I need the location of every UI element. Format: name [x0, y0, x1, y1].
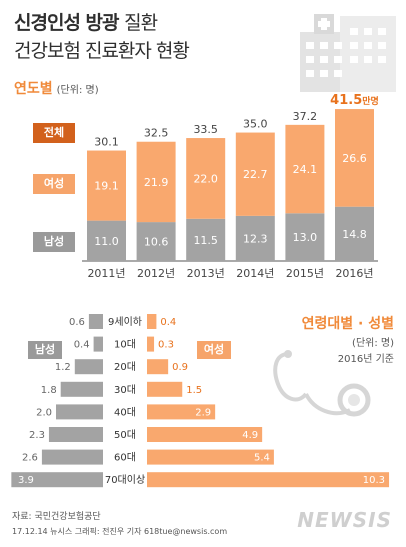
label-age-female-4: 2.9: [195, 407, 211, 418]
section-yearly-label: 연도별: [14, 81, 53, 97]
bar-female-4: [285, 124, 325, 214]
yearly-unit: (단위: 명): [56, 85, 99, 96]
label-age-male-6: 2.6: [22, 453, 38, 464]
bar-male-4: [285, 213, 325, 261]
label-male-1: 10.6: [144, 236, 169, 249]
newsis-logo: NEWSIS: [297, 508, 392, 532]
bar-age-male-1: [93, 336, 103, 352]
page-subtitle: 건강보험 진료환자 현황: [14, 40, 190, 62]
label-total-4: 37.2: [293, 110, 318, 123]
label-age-male-3: 1.8: [41, 385, 57, 396]
bar-age-female-1: [147, 336, 155, 352]
label-age-male-2: 1.2: [55, 362, 71, 373]
label-age-female-6: 5.4: [254, 453, 270, 464]
label-male-2: 11.5: [193, 234, 218, 247]
section-yearly-title: 연도별 (단위: 명): [14, 78, 99, 98]
category-label-2: 20대: [114, 361, 136, 373]
tick-label-2: 2013년: [187, 267, 225, 280]
bar-male-5: [335, 206, 374, 261]
category-label-7: 70대이상: [105, 474, 145, 486]
age-unit: (단위: 명): [352, 338, 394, 349]
bar-female-2: [186, 138, 226, 219]
bar-female-1: [136, 141, 176, 223]
label-total-1: 32.5: [144, 127, 169, 140]
bar-male-0: [87, 220, 126, 261]
label-age-female-1: 0.3: [158, 340, 174, 351]
bar-age-male-7: [11, 472, 104, 488]
bar-age-male-0: [88, 314, 103, 329]
bar-female-0: [87, 150, 126, 221]
label-age-female-3: 1.5: [186, 385, 202, 396]
label-age-male-5: 2.3: [29, 430, 45, 441]
category-label-0: 9세이하: [108, 315, 142, 328]
label-age-male-4: 2.0: [36, 407, 52, 418]
label-total-0: 30.1: [94, 136, 119, 149]
title-bold: 신경인성 방광: [14, 12, 119, 34]
bar-age-male-3: [60, 381, 103, 397]
category-label-3: 30대: [114, 384, 136, 396]
label-male-5: 14.8: [342, 228, 367, 241]
title-rest: 질환: [124, 12, 158, 34]
bar-female-3: [235, 132, 275, 216]
source-text: 자료: 국민건강보험공단: [12, 512, 101, 522]
label-total-suffix: 만명: [362, 95, 379, 107]
bar-age-female-4: [147, 404, 216, 420]
tick-label-4: 2015년: [286, 267, 324, 280]
page-title: 신경인성 방광 질환: [14, 8, 158, 35]
category-label-5: 50대: [114, 429, 136, 441]
bar-age-female-2: [147, 359, 169, 375]
bar-age-male-6: [41, 449, 103, 465]
bar-male-1: [136, 222, 176, 261]
label-male-4: 13.0: [293, 231, 318, 244]
bar-age-female-7: [147, 472, 390, 488]
label-female-0: 19.1: [94, 180, 119, 193]
label-male-0: 11.0: [94, 235, 119, 248]
label-age-male-7: 3.9: [18, 475, 34, 486]
legend-male-age: 남성: [28, 341, 62, 359]
label-age-female-5: 4.9: [242, 430, 258, 441]
label-female-1: 21.9: [144, 176, 169, 189]
bar-age-male-4: [56, 404, 103, 420]
label-female-3: 22.7: [243, 168, 268, 181]
bar-age-female-3: [147, 381, 183, 397]
bar-age-male-5: [48, 427, 103, 442]
yearly-stacked-bar-chart: 11.0 19.1 30.1 2011년 10.6 21.9 32.5 2012년 11.5 22…: [82, 93, 379, 280]
bar-age-male-2: [74, 359, 103, 375]
label-total-2: 33.5: [193, 123, 218, 136]
label-male-3: 12.3: [243, 232, 268, 245]
label-total-5: 41.5만명: [330, 93, 379, 108]
label-total-3: 35.0: [243, 118, 268, 131]
legend-female-age: 여성: [197, 341, 231, 359]
label-age-male-1: 0.4: [74, 340, 90, 351]
label-female-2: 22.0: [193, 172, 218, 185]
legend-male: 남성: [33, 232, 75, 252]
legend-female: 여성: [33, 174, 75, 194]
legend-total: 전체: [33, 123, 75, 143]
label-age-female-0: 0.4: [160, 317, 176, 328]
tick-label-0: 2011년: [87, 267, 125, 280]
tick-label-5: 2016년: [335, 267, 373, 280]
label-female-5: 26.6: [342, 152, 367, 165]
category-label-6: 60대: [114, 452, 136, 464]
bar-age-female-5: [147, 427, 263, 442]
label-age-male-0: 0.6: [69, 317, 85, 328]
label-age-female-7: 10.3: [363, 475, 385, 486]
age-butterfly-bar-chart: 0.6 0.4 9세이하 0.4 0.3 10대 1.2 0.9 20대 1.8 1.5 30대 2.0…: [11, 314, 390, 488]
section-age-title: 연령대별 · 성별: [301, 316, 394, 332]
bar-age-female-0: [147, 314, 157, 329]
label-age-female-2: 0.9: [172, 362, 188, 373]
category-label-4: 40대: [114, 406, 136, 418]
bar-male-2: [186, 218, 226, 261]
tick-label-1: 2012년: [137, 267, 175, 280]
category-label-1: 10대: [114, 339, 136, 351]
label-female-4: 24.1: [293, 163, 318, 176]
age-base-year: 2016년 기준: [337, 354, 394, 365]
bar-age-female-6: [147, 449, 274, 465]
hospital-icon: [300, 14, 396, 92]
credit-text: 17.12.14 뉴시스 그래픽: 전진우 기자 618tue@newsis.c…: [12, 527, 228, 536]
bar-male-3: [235, 215, 275, 261]
tick-label-3: 2014년: [236, 267, 274, 280]
stethoscope-icon: [273, 350, 371, 417]
bar-female-5: [335, 109, 374, 207]
